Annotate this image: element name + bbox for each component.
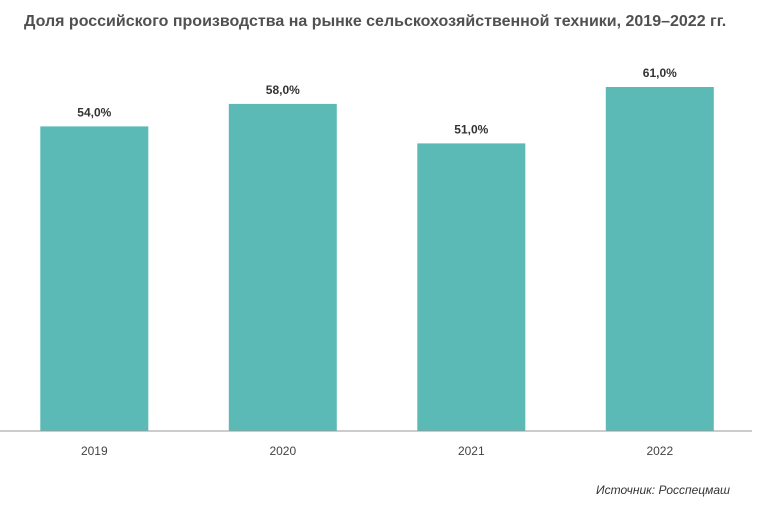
bar-2019: [40, 126, 149, 432]
data-label-2021: 51,0%: [454, 122, 488, 136]
bar-2020: [228, 103, 337, 432]
bar-2022: [605, 87, 714, 431]
data-label-2022: 61,0%: [643, 66, 677, 80]
chart-title: Доля российского производства на рынке с…: [24, 13, 727, 30]
x-tick-label-2020: 2020: [269, 444, 296, 458]
x-tick-label-2022: 2022: [646, 444, 673, 458]
data-label-2019: 54,0%: [77, 105, 111, 119]
source-note: Источник: Росспецмаш: [596, 483, 730, 497]
ticks-layer: 2019 2020 2021 2022: [81, 444, 674, 458]
x-tick-label-2021: 2021: [458, 444, 485, 458]
bar-2021: [417, 143, 526, 431]
bars-layer: 54,0% 58,0% 51,0% 61,0%: [40, 66, 714, 432]
x-tick-label-2019: 2019: [81, 444, 108, 458]
data-label-2020: 58,0%: [266, 83, 300, 97]
